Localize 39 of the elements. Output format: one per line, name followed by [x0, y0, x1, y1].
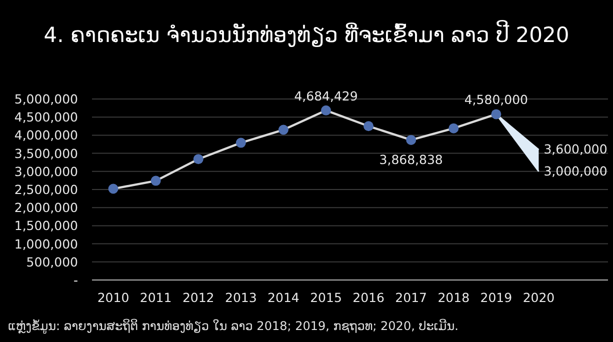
text: ແຫຼ່ງຂໍ້ມູນ: ລາຍງານສະຖິຕິ ການທ່ອງທ່ຽວ ໃນ ລາວ 2018; 2019, ກຊຖວທ; 2020, ປະເມີນ. — [8, 318, 458, 334]
y-tick-label: - — [73, 272, 78, 288]
y-tick-label: 5,000,000 — [14, 92, 78, 106]
y-tick-label: 2,000,000 — [14, 200, 78, 216]
point — [364, 121, 374, 132]
point — [491, 109, 502, 120]
x-tick-label: 2017 — [395, 290, 427, 305]
point — [150, 176, 161, 186]
point — [108, 184, 118, 194]
y-tick-label: 2,500,000 — [14, 182, 78, 197]
x-tick-label: 2019 — [480, 290, 512, 305]
x-tick-label: 2012 — [182, 290, 214, 305]
data-label: 3,000,000 — [544, 163, 608, 178]
x-tick-label: 2014 — [268, 290, 300, 305]
x-tick-label: 2016 — [352, 290, 384, 305]
y-tick-label: 1,500,000 — [14, 218, 78, 234]
x-tick-label: 2015 — [310, 290, 342, 305]
x-tick-label: 2010 — [97, 290, 130, 305]
y-tick-label: 500,000 — [26, 254, 78, 270]
y-tick-label: 3,500,000 — [14, 146, 78, 161]
point — [406, 134, 416, 145]
point — [278, 124, 288, 135]
data-label: 3,600,000 — [544, 142, 608, 157]
point — [193, 154, 204, 164]
y-tick-label: 3,000,000 — [14, 164, 78, 179]
x-tick-label: 2011 — [140, 290, 172, 305]
y-tick-label: 4,000,000 — [14, 128, 78, 143]
x-tick-label: 2018 — [438, 290, 470, 305]
point — [321, 105, 331, 116]
x-tick-label: 2020 — [522, 290, 555, 305]
data-label: 4,580,000 — [464, 92, 528, 108]
point — [236, 138, 246, 148]
data-label: 4,684,429 — [294, 88, 358, 104]
chart-title: 4. ຄາດຄະເນ ຈຳນວນນັກທ່ອງທ່ຽວ ທີ່ຈະເຂົ້າມາ ລາວ ປີ 2020 — [44, 20, 570, 48]
x-tick-label: 2013 — [225, 290, 257, 305]
y-tick-label: 4,500,000 — [14, 110, 78, 125]
data-label: 3,868,838 — [379, 152, 443, 167]
y-tick-label: 1,000,000 — [14, 236, 78, 252]
point — [448, 123, 459, 134]
